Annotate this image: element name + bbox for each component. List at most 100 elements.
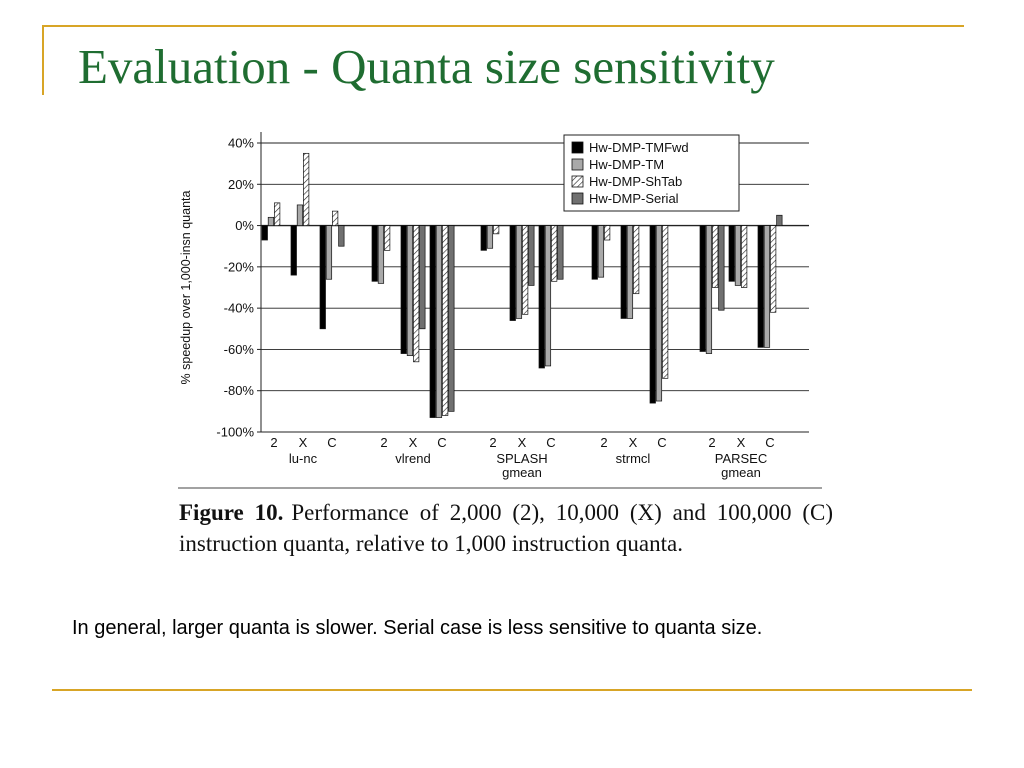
legend-swatch (571, 141, 584, 154)
y-tick-label: -80% (224, 383, 255, 398)
top-rule (42, 25, 964, 27)
x-tick-label: C (657, 435, 666, 450)
bar (325, 225, 333, 280)
figure-caption: Figure 10. Performance of 2,000 (2), 10,0… (179, 497, 833, 559)
slide-note: In general, larger quanta is slower. Ser… (72, 617, 763, 639)
bar (319, 225, 326, 330)
bar (435, 225, 443, 418)
x-tick-label: X (629, 435, 638, 450)
bar (604, 225, 611, 241)
bar (267, 216, 275, 226)
y-tick-label: 0% (235, 218, 254, 233)
legend-label: Hw-DMP-ShTab (589, 174, 682, 189)
x-tick-label: X (299, 435, 308, 450)
bar (544, 225, 552, 367)
bar (332, 210, 339, 226)
bar (274, 202, 281, 226)
bar (626, 225, 634, 319)
bar (371, 225, 378, 282)
x-tick-label: C (327, 435, 336, 450)
y-tick-label: -20% (224, 259, 255, 274)
bar (486, 225, 494, 249)
bar (377, 225, 385, 284)
bar (591, 225, 598, 280)
x-tick-label: X (409, 435, 418, 450)
x-tick-label: 2 (489, 435, 496, 450)
bar (538, 225, 545, 369)
bar (384, 225, 391, 251)
x-tick-label: C (437, 435, 446, 450)
legend-swatch (571, 158, 584, 171)
bar-chart: 40% 20% 0% -20% -40% -60% -80% -100% % speedup o… (178, 132, 822, 489)
bar (770, 225, 777, 313)
bar (515, 225, 523, 319)
bottom-rule (52, 689, 972, 691)
slide-title: Evaluation - Quanta size sensitivity (78, 39, 775, 94)
legend-swatch (571, 192, 584, 205)
bar (649, 225, 656, 404)
group-label: gmean (502, 465, 542, 480)
legend-label: Hw-DMP-TMFwd (589, 140, 689, 155)
group-label: strmcl (616, 451, 651, 466)
bar (557, 225, 564, 280)
bar (776, 214, 783, 226)
bar (303, 152, 310, 226)
bar (705, 225, 713, 354)
bar (734, 225, 742, 286)
bar (757, 225, 764, 348)
bar (712, 225, 719, 288)
legend-label: Hw-DMP-Serial (589, 191, 679, 206)
x-tick-label: C (765, 435, 774, 450)
bar (633, 225, 640, 295)
bar (406, 225, 414, 356)
x-tick-label: C (546, 435, 555, 450)
y-tick-label: -60% (224, 342, 255, 357)
legend-box (563, 134, 740, 212)
left-rule (42, 25, 44, 95)
bar (699, 225, 706, 352)
bar (551, 225, 558, 282)
bar (338, 225, 345, 247)
bar (741, 225, 748, 288)
figure-caption-text: Performance of 2,000 (2), 10,000 (X) and… (179, 500, 833, 556)
bar (290, 225, 297, 276)
group-label: gmean (721, 465, 761, 480)
bar (400, 225, 407, 354)
bar (763, 225, 771, 348)
bar (448, 225, 455, 412)
y-tick-label: 20% (228, 177, 254, 192)
x-tick-label: 2 (600, 435, 607, 450)
figure-label: Figure 10. (179, 500, 284, 525)
y-tick-label: -100% (216, 425, 254, 440)
group-label: PARSEC (715, 451, 768, 466)
x-tick-label: X (737, 435, 746, 450)
bar (493, 225, 500, 235)
group-label: vlrend (395, 451, 430, 466)
bar (419, 225, 426, 330)
bar (480, 225, 487, 251)
y-tick-label: -40% (224, 301, 255, 316)
y-axis-label: % speedup over 1,000-insn quanta (179, 191, 193, 385)
x-tick-label: 2 (708, 435, 715, 450)
bar (413, 225, 420, 363)
bar (429, 225, 436, 418)
bar (718, 225, 725, 311)
bar (442, 225, 449, 416)
legend-label: Hw-DMP-TM (589, 157, 664, 172)
bar (728, 225, 735, 282)
legend-swatch (571, 175, 584, 188)
x-tick-label: 2 (270, 435, 277, 450)
bar (261, 225, 268, 241)
bar (528, 225, 535, 286)
bar (597, 225, 605, 278)
x-tick-label: X (518, 435, 527, 450)
bar (620, 225, 627, 319)
bar (509, 225, 516, 321)
bar (522, 225, 529, 315)
x-tick-label: 2 (380, 435, 387, 450)
y-tick-label: 40% (228, 136, 254, 151)
group-label: SPLASH (496, 451, 547, 466)
bar (655, 225, 663, 402)
group-label: lu-nc (289, 451, 318, 466)
bar (296, 204, 304, 226)
